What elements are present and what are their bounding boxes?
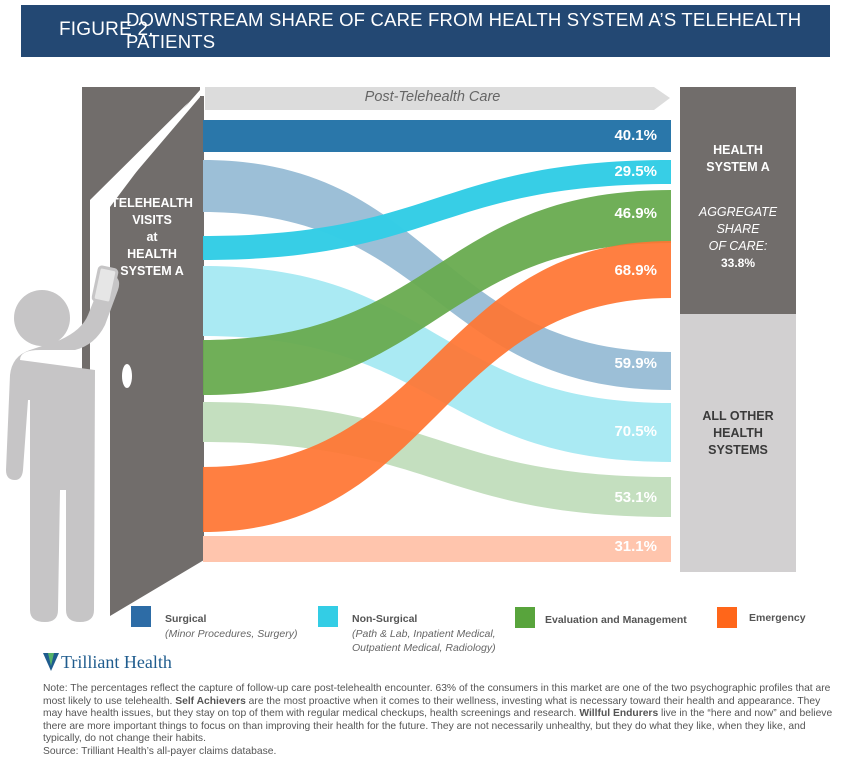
person-icon (6, 265, 120, 622)
pct-label-surgical-hsa: 40.1% (614, 127, 657, 144)
door-knob-hole (122, 364, 132, 388)
note-text: Note: The percentages reflect the captur… (43, 683, 831, 707)
pct-label-em-hsa: 46.9% (614, 205, 657, 222)
logo-text: Trilliant Health (61, 652, 172, 672)
health-system-a-title: HEALTH SYSTEM A (680, 142, 796, 176)
legend-label: Evaluation and Management (545, 614, 687, 626)
flow-ribbon-emergency-all-other-health-systems (203, 536, 671, 562)
flow-ribbon-evaluation-and-management-all-other-health-systems (203, 402, 671, 517)
sublabel-line: (Path & Lab, Inpatient Medical, (352, 628, 496, 640)
footnote: Note: The percentages reflect the captur… (43, 683, 833, 758)
telehealth-visits-label: TELEHEALTH VISITS at HEALTH SYSTEM A (107, 195, 197, 280)
door (110, 87, 204, 616)
flow-diagram (6, 87, 671, 622)
door-label-line: VISITS (132, 213, 172, 227)
legend-swatch-emergency (717, 607, 737, 628)
pct-label-surgical-other: 59.9% (614, 355, 657, 372)
aggregate-share-label: AGGREGATE SHARE OF CARE: (680, 204, 796, 255)
title-line: HEALTH (713, 143, 763, 157)
door-label-line: at (146, 230, 158, 244)
title-line: SYSTEMS (708, 443, 768, 457)
health-system-a-panel: HEALTH SYSTEM A AGGREGATE SHARE OF CARE:… (680, 87, 796, 314)
pct-label-nonsurgical-hsa: 29.5% (614, 163, 657, 180)
note-bold-willful-endurers: Willful Endurers (579, 708, 659, 719)
title-line: ALL OTHER (702, 409, 774, 423)
label-line: SHARE (716, 222, 760, 236)
aggregate-share-value: 33.8% (720, 256, 756, 270)
flow-ribbons (203, 120, 671, 562)
pct-label-nonsurgical-other: 70.5% (614, 423, 657, 440)
legend-label: Non-Surgical (352, 613, 418, 625)
pct-label-em-other: 53.1% (614, 489, 657, 506)
title-line: HEALTH (713, 426, 763, 440)
flow-ribbon-surgical-health-system-a (203, 120, 671, 152)
figure-label: FIGURE 2. (59, 19, 154, 40)
all-other-title: ALL OTHER HEALTH SYSTEMS (680, 408, 796, 459)
legend-sublabel: (Path & Lab, Inpatient Medical, Outpatie… (352, 627, 496, 655)
note-bold-self-achievers: Self Achievers (175, 695, 246, 707)
legend-label: Surgical (165, 613, 207, 625)
pct-label-emergency-hsa: 68.9% (614, 262, 657, 279)
trilliant-shield-icon (43, 653, 59, 671)
source-line: Source: Trilliant Health’s all-payer cla… (43, 745, 277, 757)
legend-swatch-em (515, 607, 535, 628)
door-frame (82, 87, 200, 570)
pct-label-emergency-other: 31.1% (614, 538, 657, 555)
flow-ribbon-emergency-health-system-a (203, 241, 671, 532)
legend-swatch-non-surgical (318, 606, 338, 627)
door-label-line: TELEHEALTH (111, 196, 193, 210)
figure-header: FIGURE 2. DOWNSTREAM SHARE OF CARE FROM … (21, 5, 830, 57)
flow-ribbon-evaluation-and-management-health-system-a (203, 190, 671, 395)
sublabel-line: Outpatient Medical, Radiology) (352, 642, 496, 654)
all-other-health-systems-panel: ALL OTHER HEALTH SYSTEMS (680, 314, 796, 572)
note-text: live in the “here and now” and believe t… (43, 708, 833, 744)
door-label-line: HEALTH (127, 247, 177, 261)
legend-swatch-surgical (131, 606, 151, 627)
legend-label: Emergency (749, 612, 806, 624)
flow-ribbon-non-surgical-health-system-a (203, 160, 671, 260)
label-line: AGGREGATE (698, 205, 778, 219)
note-text: are the most proactive when it comes to … (43, 695, 821, 720)
title-line: SYSTEM A (706, 160, 770, 174)
legend-sublabel: (Minor Procedures, Surgery) (165, 628, 298, 640)
label-line: OF CARE: (708, 239, 768, 253)
door-label-line: SYSTEM A (120, 264, 184, 278)
post-telehealth-arrow (205, 87, 670, 110)
figure-title: DOWNSTREAM SHARE OF CARE FROM HEALTH SYS… (126, 9, 802, 52)
post-telehealth-label: Post-Telehealth Care (364, 89, 501, 105)
